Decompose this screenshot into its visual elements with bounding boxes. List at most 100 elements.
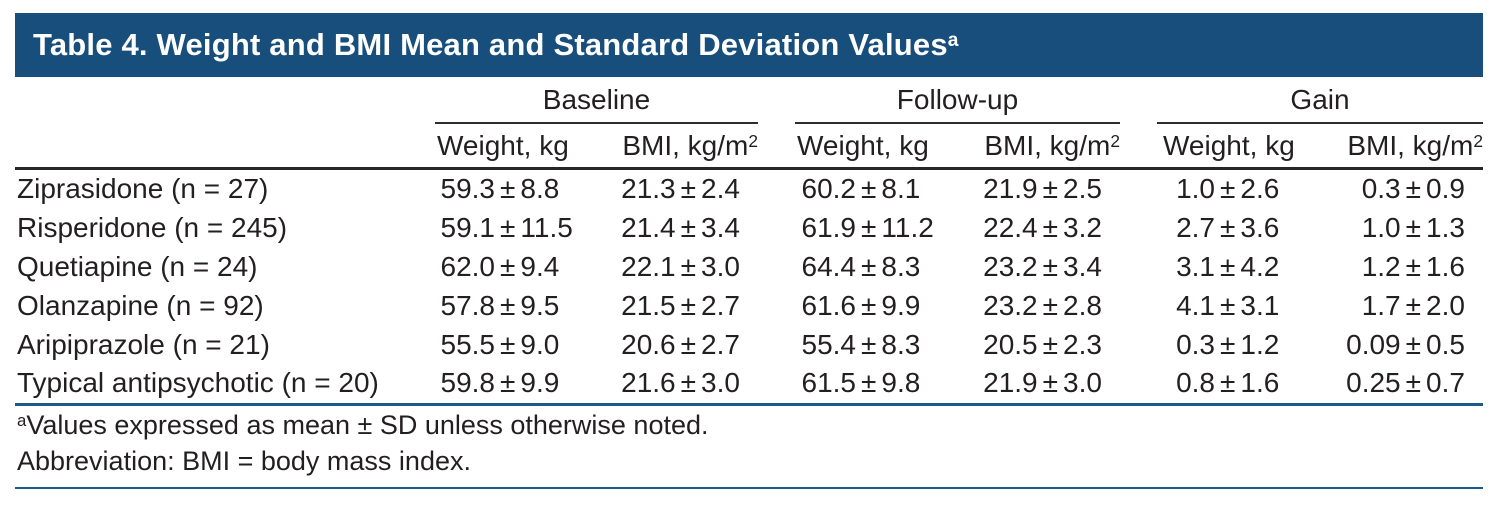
plus-minus-sign: ± [1405,328,1421,360]
mean-value: 59.8 [440,367,496,399]
footnote-text: Values expressed as mean ± SD unless oth… [26,410,709,440]
cell-baseline-weight: 59.3 ±8.8 [435,173,585,205]
table-row: Olanzapine (n = 92) 57.8 ±9.5 21.5 ±2.7 61.6 ±… [15,286,1483,325]
subheader-baseline-weight: Weight, kg [437,130,569,161]
mean-value: 20.6 [621,328,676,360]
table-bottom-rule [15,403,1483,406]
sd-value: 3.0 [1063,367,1102,399]
cell-gain-bmi: 1.2 ±1.6 [1307,251,1483,283]
cell-gain-weight: 2.7 ±3.6 [1157,212,1307,244]
plus-minus-sign: ± [1220,367,1236,399]
group-underline-followup [795,122,1120,124]
mean-value: 61.6 [801,289,857,321]
mean-value: 21.3 [621,173,676,205]
cell-followup-bmi: 23.2 ±2.8 [946,290,1120,322]
table-row: Ziprasidone (n = 27) 59.3 ±8.8 21.3 ±2.4 60.2… [15,170,1483,209]
plus-minus-sign: ± [861,212,877,244]
mean-value: 55.4 [801,328,857,360]
mean-value: 1.7 [1361,289,1401,321]
mean-value: 0.25 [1346,367,1401,399]
group-underline-gain [1157,122,1483,124]
table-title-text: Table 4. Weight and BMI Mean and Standar… [33,27,948,62]
row-label: Aripiprazole (n = 21) [17,328,270,360]
plus-minus-sign: ± [1405,289,1421,321]
plus-minus-sign: ± [500,328,516,360]
mean-value: 22.1 [621,250,676,282]
mean-value: 21.9 [983,367,1038,399]
plus-minus-sign: ± [1042,328,1058,360]
mean-value: 21.5 [621,289,676,321]
table-title-superscript: a [947,29,959,51]
plus-minus-sign: ± [1220,328,1236,360]
mean-value: 1.2 [1361,250,1401,282]
subheader-gain-weight: Weight, kg [1163,130,1295,161]
cell-baseline-weight: 57.8 ±9.5 [435,290,585,322]
sd-value: 2.0 [1426,289,1465,321]
plus-minus-sign: ± [680,173,696,205]
cell-followup-weight: 64.4 ±8.3 [796,251,946,283]
plus-minus-sign: ± [1405,173,1421,205]
group-underline-baseline [435,122,758,124]
cell-baseline-bmi: 20.6 ±2.7 [585,329,758,361]
mean-value: 3.1 [1176,250,1215,282]
sd-value: 9.9 [881,289,921,321]
footnote-text: Abbreviation: BMI = body mass index. [17,446,471,476]
subheader-baseline-bmi: BMI, kg/m2 [585,130,758,162]
cell-gain-weight: 3.1 ±4.2 [1157,251,1307,283]
cell-baseline-weight: 55.5 ±9.0 [435,329,585,361]
cell-gain-bmi: 0.25 ±0.7 [1307,367,1483,399]
plus-minus-sign: ± [1405,250,1421,282]
mean-value: 0.3 [1361,173,1401,205]
table-row: Typical antipsychotic (n = 20) 59.8 ±9.9 21… [15,364,1483,403]
sd-value: 2.6 [1240,173,1280,205]
sd-value: 1.6 [1426,250,1465,282]
sd-value: 0.9 [1426,173,1465,205]
plus-minus-sign: ± [861,328,877,360]
plus-minus-sign: ± [680,367,696,399]
cell-followup-weight: 61.9 ±11.2 [796,212,946,244]
sd-value: 3.4 [701,212,740,244]
plus-minus-sign: ± [680,212,696,244]
plus-minus-sign: ± [1220,173,1236,205]
cell-gain-bmi: 0.09 ±0.5 [1307,329,1483,361]
plus-minus-sign: ± [1042,173,1058,205]
plus-minus-sign: ± [861,173,877,205]
plus-minus-sign: ± [500,289,516,321]
subheader-followup-weight: Weight, kg [797,130,929,161]
cell-followup-weight: 55.4 ±8.3 [796,329,946,361]
plus-minus-sign: ± [680,289,696,321]
sd-value: 3.0 [701,250,740,282]
subheader-bmi-text: BMI, kg/m [622,130,749,161]
sd-value: 9.5 [520,289,560,321]
sd-value: 8.8 [520,173,560,205]
plus-minus-sign: ± [861,289,877,321]
mean-value: 59.1 [440,212,496,244]
mean-value: 23.2 [983,289,1038,321]
plus-minus-sign: ± [1220,289,1236,321]
cell-gain-weight: 0.8 ±1.6 [1157,367,1307,399]
subheader-followup-bmi: BMI, kg/m2 [946,130,1120,162]
plus-minus-sign: ± [500,250,516,282]
sd-value: 11.2 [881,212,934,244]
footnote-values: aValues expressed as mean ± SD unless ot… [17,409,709,445]
sd-value: 0.7 [1426,367,1465,399]
cell-gain-bmi: 1.0 ±1.3 [1307,212,1483,244]
sd-value: 4.2 [1240,250,1280,282]
mean-value: 1.0 [1176,173,1215,205]
sd-value: 2.7 [701,289,740,321]
table-row: Risperidone (n = 245) 59.1 ±11.5 21.4 ±3.4 61… [15,209,1483,248]
plus-minus-sign: ± [861,250,877,282]
subheader-gain-bmi: BMI, kg/m2 [1307,130,1483,162]
cell-followup-weight: 60.2 ±8.1 [796,173,946,205]
plus-minus-sign: ± [500,212,516,244]
plus-minus-sign: ± [861,367,877,399]
cell-followup-bmi: 21.9 ±3.0 [946,367,1120,399]
sd-value: 1.2 [1240,328,1280,360]
cell-baseline-bmi: 21.3 ±2.4 [585,173,758,205]
mean-value: 61.9 [801,212,857,244]
sd-value: 2.4 [701,173,740,205]
cell-followup-bmi: 23.2 ±3.4 [946,251,1120,283]
plus-minus-sign: ± [1042,289,1058,321]
column-group-baseline: Baseline [542,84,651,115]
